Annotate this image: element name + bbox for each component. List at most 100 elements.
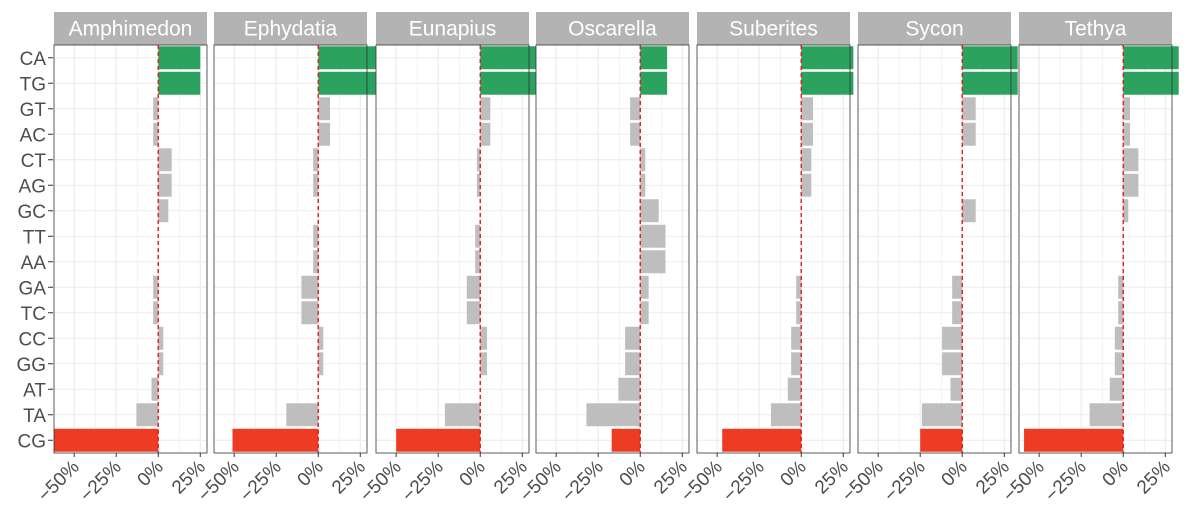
bar-AG [158, 173, 172, 197]
bar-GA [466, 275, 481, 299]
panel-background [1019, 45, 1172, 453]
bar-AC [153, 122, 159, 146]
panel-border [213, 44, 368, 454]
x-tick-label: 0% [777, 457, 811, 491]
bar-AG [640, 173, 646, 197]
panel-border [535, 44, 690, 454]
bar-GC [1123, 199, 1129, 223]
bar-TT [640, 224, 666, 248]
bar-TA [921, 403, 963, 427]
bar-AT [618, 377, 641, 401]
bar-CA [318, 46, 378, 70]
panel-background [858, 45, 1011, 453]
y-tick-label: AG [19, 176, 46, 197]
panel-border [53, 44, 208, 454]
bar-CC [480, 326, 487, 350]
bar-GG [791, 352, 802, 376]
x-tick-label: −25% [880, 457, 930, 507]
facet-strip [858, 12, 1011, 45]
facet-panel: Amphimedon−50%−25% 0% 25% [34, 12, 210, 506]
bar-GC [640, 199, 659, 223]
bar-GG [318, 352, 324, 376]
bar-GT [1123, 97, 1130, 121]
bar-CT [801, 148, 812, 172]
bar-AT [787, 377, 802, 401]
bar-GA [640, 275, 649, 299]
bar-CG [396, 428, 481, 452]
bar-TG [480, 71, 540, 95]
x-tick-label: −50% [999, 457, 1049, 507]
bar-TG [158, 71, 201, 95]
bar-TG [318, 71, 378, 95]
bar-GA [153, 275, 159, 299]
bar-CA [962, 46, 1018, 70]
bar-CC [158, 326, 164, 350]
bar-CT [1123, 148, 1139, 172]
bar-CG [920, 428, 963, 452]
bar-CG [54, 428, 159, 452]
x-tick-label: 0% [1099, 457, 1133, 491]
bar-TA [586, 403, 641, 427]
facet-strip-label: Amphimedon [69, 18, 193, 41]
bar-CC [625, 326, 641, 350]
bar-CA [1123, 46, 1179, 70]
bar-GA [301, 275, 319, 299]
facet-panel: Ephydatia−50%−25% 0% 25% [194, 12, 378, 507]
bar-GC [962, 199, 976, 223]
bar-AC [630, 122, 641, 146]
facet-strip [214, 12, 367, 45]
x-tick-label: −25% [76, 457, 126, 507]
bar-CC [791, 326, 802, 350]
facet-panel: Eunapius−50%−25% 0% 25% [356, 12, 540, 507]
bar-GT [630, 97, 641, 121]
y-tick-label: AA [21, 253, 47, 274]
y-tick-label: TG [20, 74, 46, 95]
y-tick-label: GT [20, 100, 47, 121]
bar-TG [640, 71, 668, 95]
y-tick-label: CT [21, 151, 47, 172]
y-tick-label: AT [23, 380, 46, 401]
bar-AC [1123, 122, 1130, 146]
bar-TC [640, 301, 649, 325]
y-tick-label: CG [18, 431, 47, 452]
bar-AC [318, 122, 331, 146]
x-tick-label: −25% [1041, 457, 1091, 507]
bar-AA [475, 250, 481, 274]
bar-CA [480, 46, 540, 70]
panel-background [697, 45, 850, 453]
facet-panel: Suberites−50%−25% 0% 25% [677, 12, 854, 507]
x-tick-label: 0% [294, 457, 328, 491]
y-tick-label: GC [18, 202, 47, 223]
bar-CT [313, 148, 319, 172]
bar-CA [640, 46, 668, 70]
bar-GG [158, 352, 164, 376]
y-tick-label: CA [20, 49, 47, 70]
y-tick-label: GG [16, 355, 46, 376]
bar-CA [801, 46, 854, 70]
bar-GG [1114, 352, 1124, 376]
bar-CG [1024, 428, 1124, 452]
facet-strip [376, 12, 529, 45]
y-tick-label: TA [23, 406, 46, 427]
bar-TT [475, 224, 481, 248]
bar-AC [480, 122, 491, 146]
facet-panel: Oscarella−50%−25% 0% 25% [516, 12, 692, 506]
x-tick-label: −25% [398, 457, 448, 507]
x-tick-label: 0% [616, 457, 650, 491]
x-tick-label: −25% [236, 457, 286, 507]
facet-strip [697, 12, 850, 45]
bar-CC [1114, 326, 1124, 350]
panel-background [54, 45, 207, 453]
bar-TA [444, 403, 481, 427]
x-tick-label: −50% [677, 457, 727, 507]
bar-TA [136, 403, 159, 427]
y-tick-label: GA [19, 278, 47, 299]
bar-TC [796, 301, 802, 325]
bar-AA [640, 250, 666, 274]
bar-GG [942, 352, 963, 376]
bar-GG [480, 352, 487, 376]
y-tick-label: CC [19, 329, 46, 350]
bar-AT [151, 377, 159, 401]
bar-TT [313, 224, 319, 248]
